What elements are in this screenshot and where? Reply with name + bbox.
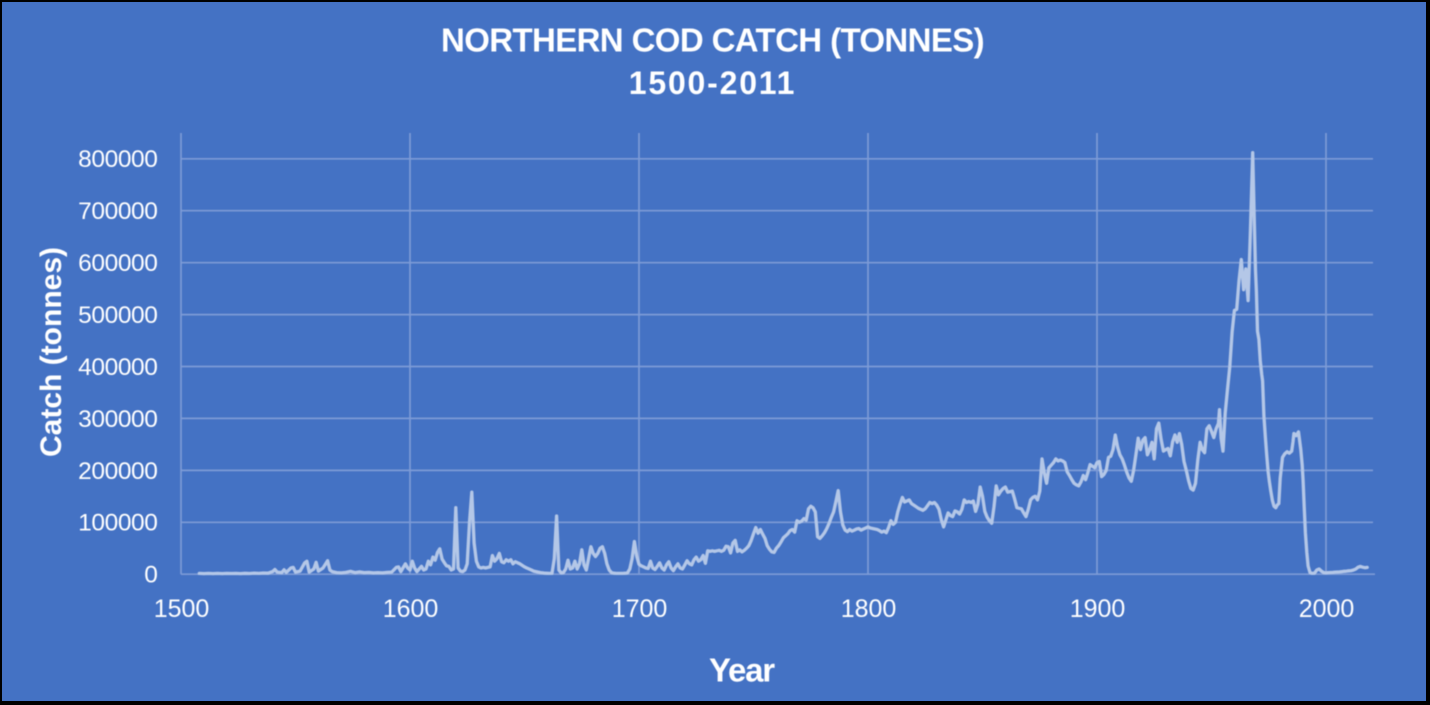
svg-text:100000: 100000 [78,510,157,537]
svg-text:700000: 700000 [78,198,157,225]
svg-text:1700: 1700 [612,595,668,623]
svg-text:Year: Year [709,652,775,689]
svg-text:1900: 1900 [1070,595,1126,623]
svg-text:300000: 300000 [78,406,157,433]
svg-text:1500-2011: 1500-2011 [629,65,796,101]
svg-text:500000: 500000 [78,302,157,329]
svg-text:600000: 600000 [78,250,157,277]
svg-text:800000: 800000 [78,146,157,173]
svg-text:Catch (tonnes): Catch (tonnes) [35,247,68,457]
svg-text:1500: 1500 [154,595,210,623]
svg-text:NORTHERN COD CATCH (TONNES): NORTHERN COD CATCH (TONNES) [441,22,984,59]
svg-text:1800: 1800 [841,595,897,623]
svg-text:200000: 200000 [78,458,157,485]
svg-text:2000: 2000 [1299,595,1355,623]
svg-text:400000: 400000 [78,354,157,381]
svg-text:1600: 1600 [383,595,439,623]
svg-text:0: 0 [144,562,157,589]
